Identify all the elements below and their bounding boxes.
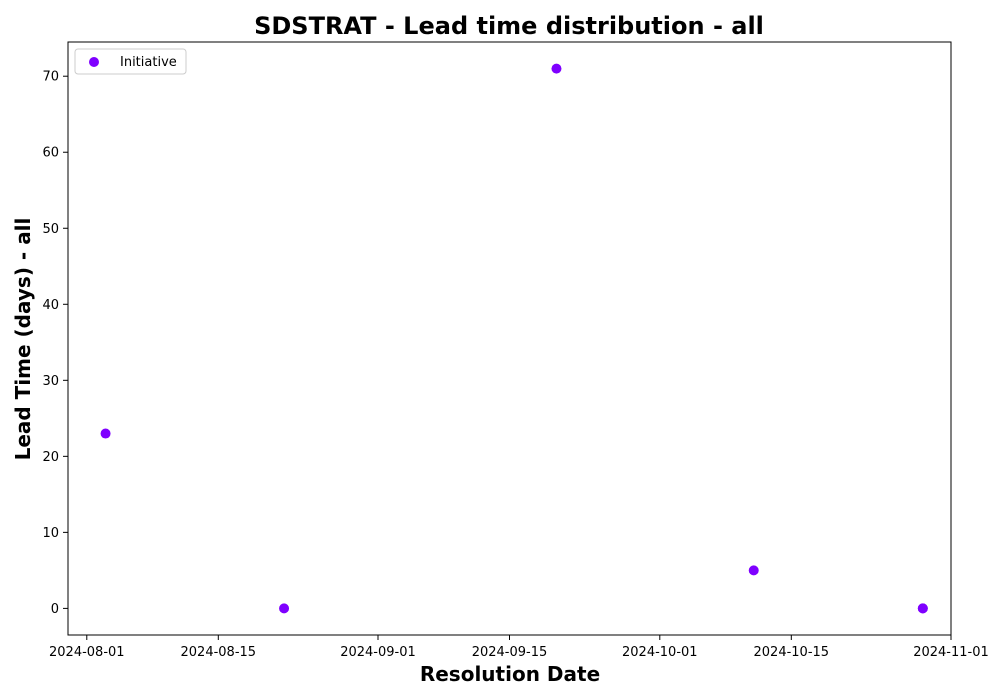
x-tick-label: 2024-11-01 — [913, 645, 989, 660]
x-tick-label: 2024-10-01 — [622, 645, 698, 660]
y-tick-label: 50 — [42, 222, 59, 237]
x-axis-label: Resolution Date — [420, 662, 600, 686]
plot-frame — [67, 41, 952, 636]
data-point — [100, 428, 111, 439]
x-tick-label: 2024-09-15 — [472, 645, 548, 660]
data-point — [748, 565, 759, 576]
data-point — [551, 63, 562, 74]
legend-marker — [89, 57, 99, 67]
y-tick-label: 70 — [42, 70, 59, 85]
data-point — [917, 603, 928, 614]
x-tick-label: 2024-09-01 — [340, 645, 416, 660]
x-tick-label: 2024-08-01 — [49, 645, 125, 660]
y-tick-label: 20 — [42, 450, 59, 465]
y-tick-label: 40 — [42, 298, 59, 313]
y-tick-label: 30 — [42, 374, 59, 389]
y-tick-label: 0 — [51, 602, 59, 617]
chart-title: SDSTRAT - Lead time distribution - all — [254, 12, 764, 40]
y-tick-label: 60 — [42, 146, 59, 161]
y-axis-label: Lead Time (days) - all — [11, 218, 35, 461]
y-tick-label: 10 — [42, 526, 59, 541]
y-axis: 0 10 20 30 40 50 60 70 — [42, 70, 68, 617]
x-tick-label: 2024-08-15 — [181, 645, 257, 660]
scatter-points — [100, 63, 928, 614]
x-axis: 2024-08-01 2024-08-15 2024-09-01 2024-09-15… — [49, 635, 989, 660]
data-point — [279, 603, 290, 614]
legend-box — [74, 48, 187, 75]
legend-label: Initiative — [120, 55, 177, 70]
x-tick-label: 2024-10-15 — [754, 645, 830, 660]
legend: Initiative — [74, 48, 187, 75]
